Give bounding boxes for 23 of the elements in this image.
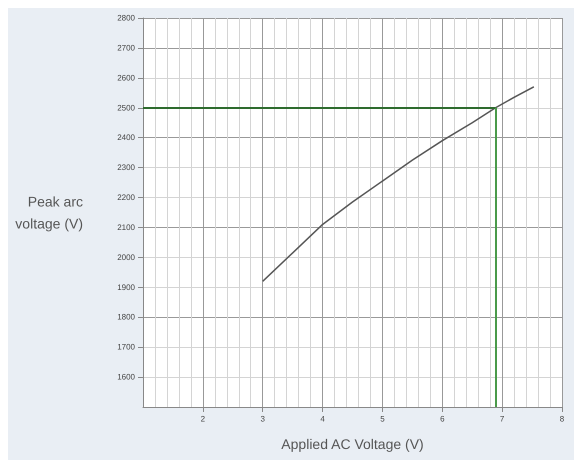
y-tick-label: 2800	[117, 14, 136, 22]
y-tick-label: 2000	[117, 252, 136, 262]
x-tick-label: 7	[500, 414, 505, 424]
x-tick-label: 4	[320, 414, 326, 424]
y-tick-label: 2700	[117, 43, 136, 52]
x-tick-label: 3	[260, 414, 266, 424]
y-axis-title: Peak arc voltage (V)	[15, 194, 83, 232]
y-tick-label: 2100	[117, 222, 136, 232]
y-tick-label: 2500	[117, 103, 136, 112]
line-series	[262, 86, 535, 282]
x-tick-label: 5	[380, 414, 386, 424]
y-tick-label: 2300	[117, 163, 136, 172]
y-tick-label: 1900	[117, 282, 136, 292]
y-tick-label: 2400	[117, 133, 136, 142]
y-tick-label: 1700	[117, 342, 136, 352]
x-axis-title: Applied AC Voltage (V)	[281, 436, 424, 452]
y-tick-label: 1600	[117, 372, 136, 382]
x-tick-label: 8	[560, 414, 565, 424]
x-tick-label: 2	[200, 414, 206, 424]
y-tick-label: 2200	[117, 193, 136, 202]
x-tick-label: 6	[440, 414, 446, 424]
y-tick-label: 1800	[117, 312, 136, 322]
y-tick-label: 2600	[117, 73, 136, 82]
